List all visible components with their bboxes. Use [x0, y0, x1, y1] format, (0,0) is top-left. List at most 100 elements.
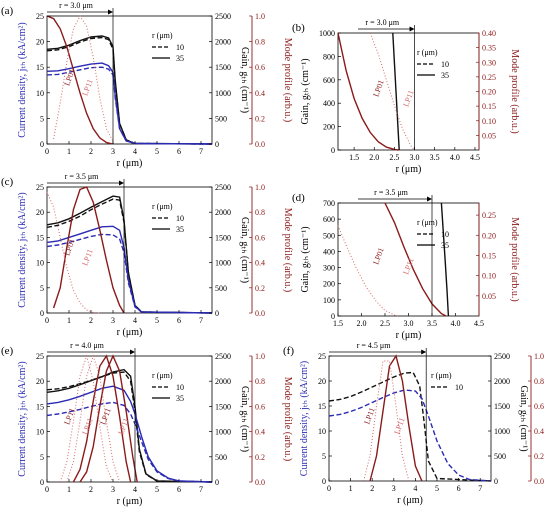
- gain-tick-label: 2500: [215, 352, 231, 361]
- x-tick-label: 4: [133, 485, 137, 494]
- axes-frame: [328, 355, 492, 482]
- mode-label: LP01: [62, 238, 76, 257]
- series-line-0: [440, 202, 450, 317]
- mode-tick-label: 0.2: [255, 453, 265, 462]
- legend-label: 10: [455, 383, 463, 392]
- y-tick-label: 20: [36, 377, 44, 386]
- y-tick-label: 200: [323, 123, 335, 132]
- panel-d: (d) 1.5 2.0 2.5 3.0 3.5 4.0 4.5 r (μm) 0 100 200 300…: [292, 188, 520, 341]
- mode-tick-label: 0.4: [255, 428, 265, 437]
- y-tick-label: 300: [323, 264, 335, 273]
- mode-label: LP11: [401, 89, 415, 108]
- gain-tick-label: 1000: [215, 259, 231, 268]
- gain-tick-label: 1500: [215, 402, 231, 411]
- x-tick-label: 1.5: [349, 153, 359, 162]
- mode-label: LP11: [80, 248, 94, 267]
- y-tick-label: 700: [323, 199, 335, 208]
- mode-label: LP11: [80, 78, 94, 97]
- gain-tick-label: 2500: [494, 352, 510, 361]
- axes-frame: [46, 15, 213, 145]
- y-tick-label: 25: [36, 12, 44, 21]
- y-axis-label: Current density, jₜₕ (kA/cm²): [17, 361, 28, 476]
- y-tick-label: 5: [40, 284, 44, 293]
- series-line-0: [392, 32, 400, 151]
- x-tick-label: 1: [67, 147, 71, 156]
- y-tick-label: 25: [36, 352, 44, 361]
- x-tick-label: 3.5: [427, 319, 437, 328]
- arrow-head: [427, 196, 432, 202]
- mode-label: LP01: [371, 246, 385, 265]
- mode-tick-label: 1.0: [255, 183, 265, 192]
- x-tick-label: 1.5: [333, 319, 343, 328]
- gain-tick-label: 2500: [215, 12, 231, 21]
- x-tick-label: 3.5: [430, 153, 440, 162]
- y-tick-label: 100: [323, 296, 335, 305]
- x-tick-label: 4: [133, 147, 137, 156]
- mode-tick-label: 0.25: [482, 211, 496, 220]
- legend-title: r (μm): [152, 202, 173, 211]
- y-tick-label: 0: [40, 140, 44, 149]
- y-tick-label: 25: [318, 352, 326, 361]
- x-tick-label: 6: [177, 147, 181, 156]
- series-line-5: [46, 191, 100, 314]
- x-tick-label: 1: [349, 484, 353, 493]
- mode-tick-label: 0.05: [482, 292, 496, 301]
- x-tick-label: 5: [435, 484, 439, 493]
- gain-tick-label: 1500: [494, 402, 510, 411]
- gain-tick-label: 2000: [215, 377, 231, 386]
- mode-tick-label: 1.0: [255, 352, 265, 361]
- gain-tick-label: 2000: [494, 377, 510, 386]
- y-tick-label: 200: [323, 280, 335, 289]
- x-tick-label: 5: [155, 147, 159, 156]
- y-axis-label: Gain, gₜₕ (cm⁻¹): [300, 226, 311, 292]
- y-tick-label: 1000: [319, 29, 335, 38]
- mode-tick-label: 0.4: [255, 89, 265, 98]
- mode-tick-label: 0.6: [534, 402, 544, 411]
- gain-tick-label: 2000: [215, 38, 231, 47]
- legend-label: 35: [176, 225, 184, 234]
- gain-tick-label: 1500: [215, 63, 231, 72]
- panel-label: (a): [1, 5, 14, 17]
- panel-c: (c) 0 1 2 3 4 5 6 7 r (μm) 0 5 10 15 20 25 Current densi…: [1, 172, 293, 338]
- y-axis-label: Current density, jₜₕ (kA/cm²): [299, 361, 310, 476]
- legend-label: 10: [176, 43, 184, 52]
- x-tick-label: 4.0: [451, 319, 461, 328]
- gain-tick-label: 0: [215, 309, 219, 318]
- series-line-3: [46, 385, 213, 483]
- x-tick-label: 2.5: [389, 153, 399, 162]
- x-tick-label: 3.0: [410, 153, 420, 162]
- mode-tick-label: 0.40: [482, 29, 496, 38]
- y-tick-label: 5: [40, 114, 44, 123]
- x-tick-label: 4.5: [470, 153, 480, 162]
- series-line-6: [66, 354, 121, 483]
- x-tick-label: 0: [45, 485, 49, 494]
- panel-label: (b): [292, 22, 305, 34]
- panel-a: (a) 0 1 2 3 4 5 6 7 r (μm) 0 5 10 15 20 25 Current densi…: [1, 1, 293, 169]
- mode-label: LP01: [62, 68, 76, 87]
- series-line-4: [79, 354, 138, 483]
- y-tick-label: 15: [318, 402, 326, 411]
- y-tick-label: 20: [36, 208, 44, 217]
- gain-tick-label: 1000: [494, 427, 510, 436]
- mode-tick-label: 0.4: [255, 259, 265, 268]
- annotation-text: r = 3.0 μm: [59, 1, 93, 10]
- legend-label: 35: [176, 54, 184, 63]
- x-tick-label: 2: [89, 316, 93, 325]
- y-tick-label: 10: [36, 89, 44, 98]
- legend-label: 10: [441, 230, 449, 239]
- mode-tick-label: 0.6: [255, 63, 265, 72]
- x-tick-label: 7: [199, 316, 203, 325]
- arrow-head: [421, 349, 427, 355]
- gain-tick-label: 1000: [215, 428, 231, 437]
- mode-tick-label: 0.10: [482, 117, 496, 126]
- mode-label: LP11: [392, 416, 406, 435]
- mode-tick-label: 0.8: [255, 377, 265, 386]
- mode-tick-label: 0.8: [534, 377, 544, 386]
- mode-label: LP11: [401, 257, 415, 276]
- gain-tick-label: 0: [215, 478, 219, 487]
- x-axis-label: r (μm): [396, 330, 422, 341]
- series-line-2: [369, 354, 423, 482]
- gain-axis-label: Gain, gₜₕ (cm⁻¹): [518, 385, 529, 451]
- series-line-1: [337, 32, 399, 151]
- legend-label: 35: [441, 71, 449, 80]
